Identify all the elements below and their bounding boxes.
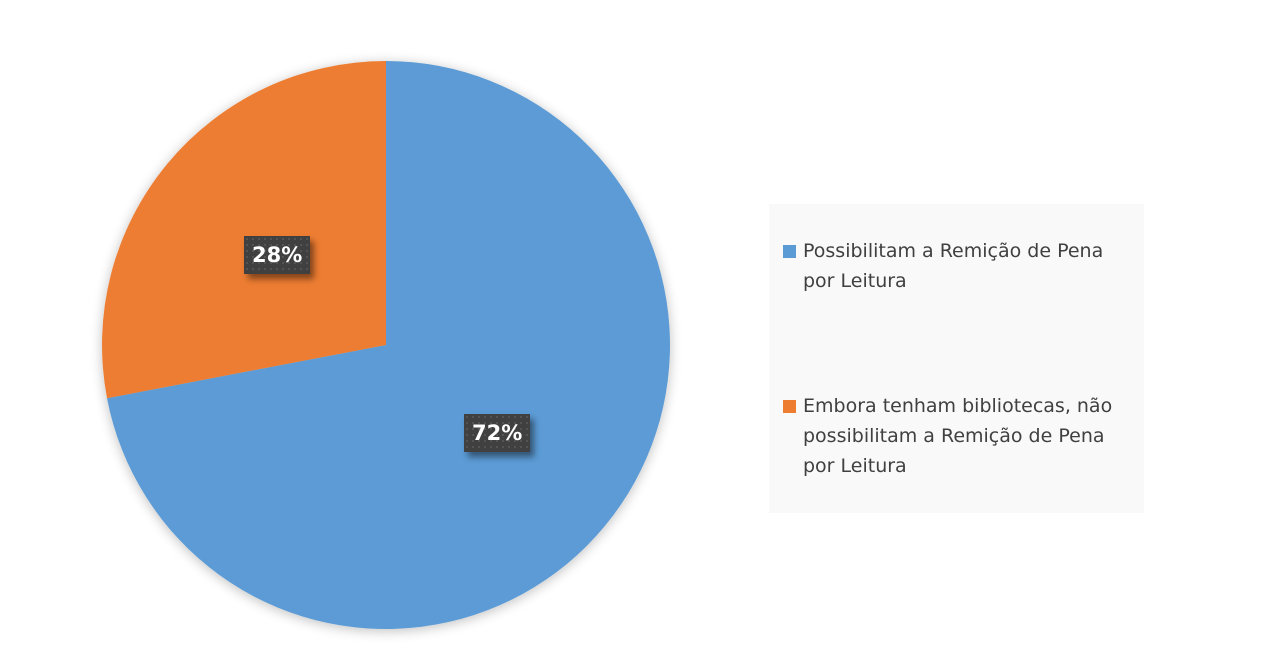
pie-chart — [101, 61, 671, 629]
legend-label: Embora tenham bibliotecas, não possibili… — [803, 395, 1113, 477]
legend-item-2: Embora tenham bibliotecas, não possibili… — [783, 391, 1123, 481]
pie-slice-1 — [107, 61, 671, 629]
pie-slice-2 — [101, 61, 386, 399]
legend-label: Possibilitam a Remição de Pena por Leitu… — [803, 240, 1104, 292]
legend-item-1: Possibilitam a Remição de Pena por Leitu… — [783, 236, 1123, 296]
legend-swatch-blue — [783, 245, 796, 258]
data-label-slice-1: 72% — [464, 414, 531, 452]
data-label-slice-2: 28% — [244, 236, 311, 274]
legend-swatch-orange — [783, 400, 796, 413]
legend: Possibilitam a Remição de Pena por Leitu… — [769, 204, 1144, 513]
